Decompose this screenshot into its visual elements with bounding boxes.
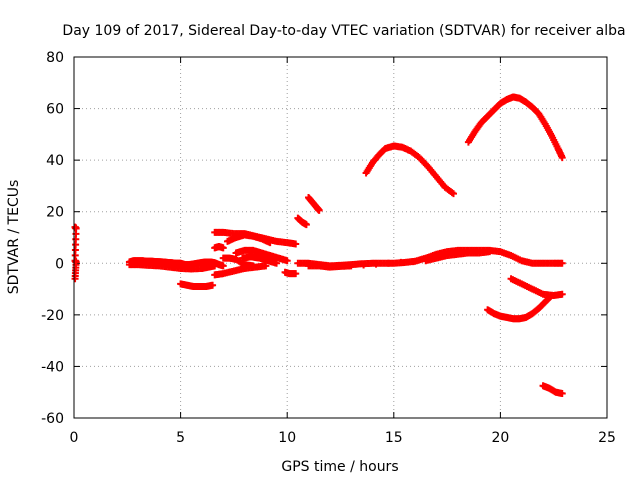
x-tick-label: 15 — [385, 430, 403, 446]
data-point — [360, 261, 368, 269]
data-point — [547, 293, 555, 301]
series-dome-15 — [362, 142, 457, 198]
data-point — [249, 262, 257, 270]
x-tick-label: 5 — [176, 430, 185, 446]
data-point — [409, 258, 417, 266]
data-point — [384, 259, 392, 267]
data-marks — [71, 93, 566, 398]
data-point — [558, 154, 566, 162]
data-point — [71, 275, 79, 283]
data-point — [558, 259, 566, 267]
chart-title: Day 109 of 2017, Sidereal Day-to-day VTE… — [62, 23, 625, 39]
data-point — [558, 290, 566, 298]
series-small-low — [281, 268, 300, 278]
series-rising-arc-2 — [219, 254, 257, 270]
data-point — [315, 206, 323, 214]
data-point — [397, 258, 405, 266]
series-baseline-late-lower — [305, 248, 494, 271]
data-point — [302, 221, 310, 229]
y-axis-title: SDTVAR / TECUs — [6, 180, 22, 295]
series-dome-20 — [464, 93, 566, 162]
data-point — [548, 292, 556, 300]
y-tick-label: 0 — [55, 256, 64, 272]
data-point — [292, 240, 300, 248]
series-baseline-band — [125, 261, 219, 273]
data-point — [347, 262, 355, 270]
x-tick-label: 25 — [598, 430, 616, 446]
data-point — [558, 390, 566, 398]
series-mid-arc-2 — [238, 253, 281, 267]
data-point — [211, 262, 219, 270]
series-mid-arc — [232, 246, 291, 265]
series-falling-arc — [507, 275, 566, 300]
data-point — [262, 262, 270, 270]
data-point — [219, 262, 227, 270]
y-tick-label: -60 — [41, 411, 64, 427]
data-point — [283, 257, 291, 265]
data-point — [292, 270, 300, 278]
y-tick-label: -40 — [41, 359, 64, 375]
data-point — [449, 190, 457, 198]
y-tick-label: 40 — [46, 153, 64, 169]
x-tick-label: 20 — [491, 430, 509, 446]
grid — [74, 57, 607, 418]
x-axis-title: GPS time / hours — [281, 459, 398, 475]
x-tick-label: 10 — [278, 430, 296, 446]
series-spike-11 — [305, 194, 323, 214]
data-point — [273, 259, 281, 267]
y-tick-label: 60 — [46, 102, 64, 118]
series-upper-arc-mid-2 — [224, 231, 274, 247]
series-tail-arc — [539, 382, 566, 398]
series-start-points — [71, 223, 80, 283]
data-point — [486, 248, 494, 256]
series-small-lens — [211, 243, 227, 252]
axis-tick-labels: 0 5 10 15 20 25 -60 -40 -20 0 20 40 60 80 — [41, 50, 616, 446]
y-tick-label: -20 — [41, 308, 64, 324]
series-low-arc-early — [177, 280, 217, 290]
series-spike-10-11 — [294, 214, 310, 229]
data-point — [266, 239, 274, 247]
data-point — [209, 281, 217, 289]
y-tick-label: 80 — [46, 50, 64, 66]
plot-frame — [73, 56, 608, 419]
x-tick-label: 0 — [70, 430, 79, 446]
y-tick-label: 20 — [46, 205, 64, 221]
series-u-arc — [484, 292, 556, 323]
data-point — [372, 260, 380, 268]
axis-ticks — [73, 56, 608, 419]
data-point — [219, 244, 227, 252]
